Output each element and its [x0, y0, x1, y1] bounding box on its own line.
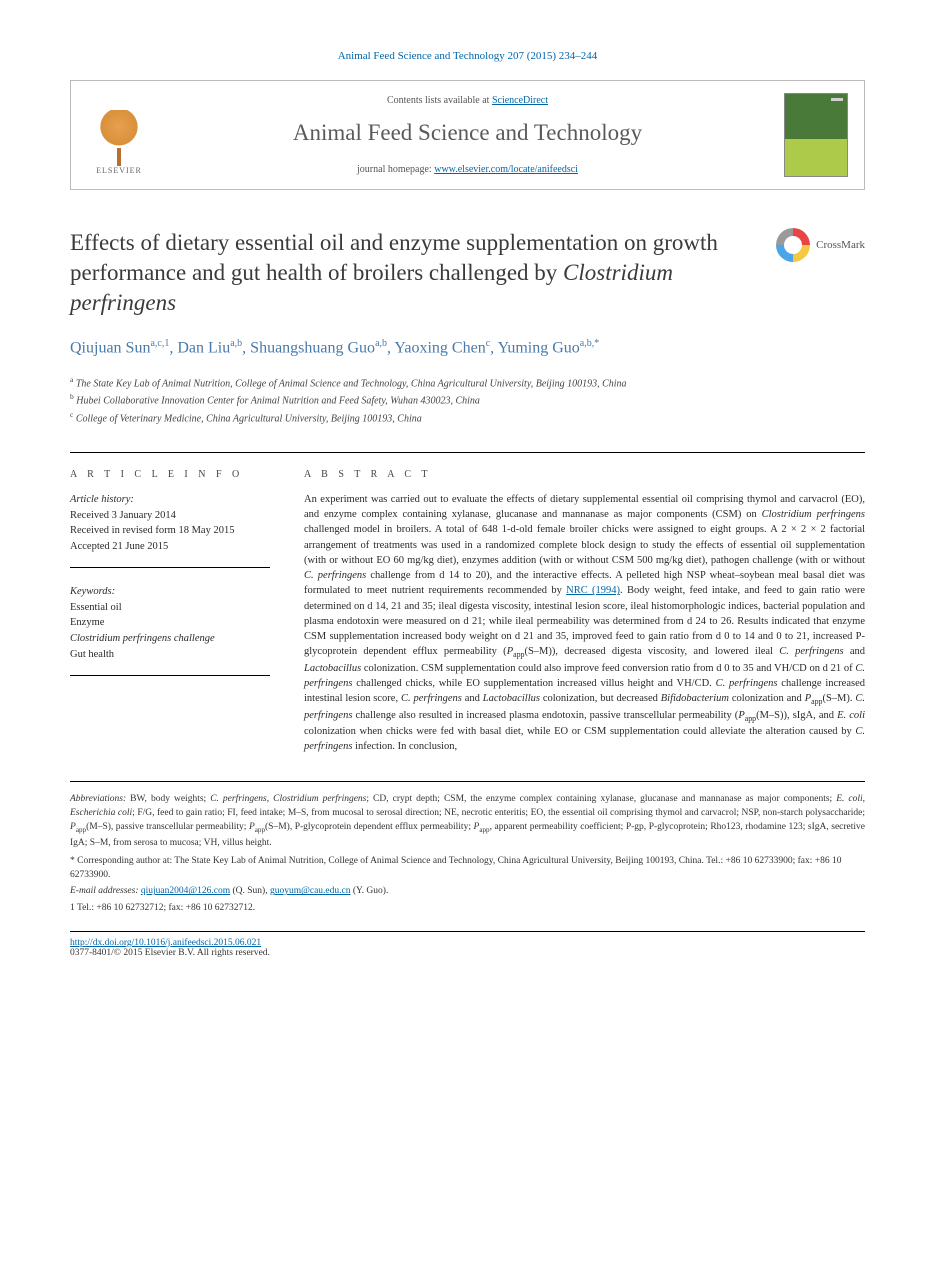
doi-link[interactable]: http://dx.doi.org/10.1016/j.anifeedsci.2… — [70, 938, 261, 948]
kw-0: Essential oil — [70, 600, 270, 616]
article-info-column: A R T I C L E I N F O Article history: R… — [70, 469, 270, 755]
history-label: Article history: — [70, 492, 270, 508]
elsevier-label: ELSEVIER — [96, 166, 142, 175]
elsevier-tree-icon — [95, 110, 143, 166]
email-1-after: (Q. Sun), — [230, 886, 270, 896]
elsevier-logo: ELSEVIER — [87, 95, 151, 175]
header-center: Contents lists available at ScienceDirec… — [151, 95, 784, 175]
title-row: Effects of dietary essential oil and enz… — [70, 228, 865, 318]
email-label: E-mail addresses: — [70, 886, 139, 896]
abbreviations: Abbreviations: BW, body weights; C. perf… — [70, 792, 865, 850]
affiliations: a The State Key Lab of Animal Nutrition,… — [70, 374, 865, 426]
homepage-pre: journal homepage: — [357, 164, 434, 175]
email-2[interactable]: guoyum@cau.edu.cn — [270, 886, 351, 896]
article-info-head: A R T I C L E I N F O — [70, 469, 270, 480]
footer-block: Abbreviations: BW, body weights; C. perf… — [70, 781, 865, 915]
journal-cover-thumb — [784, 93, 848, 177]
history-0: Received 3 January 2014 — [70, 508, 270, 524]
sciencedirect-link[interactable]: ScienceDirect — [492, 95, 548, 106]
footer-rule: http://dx.doi.org/10.1016/j.anifeedsci.2… — [70, 931, 865, 958]
email-line: E-mail addresses: qiujuan2004@126.com (Q… — [70, 884, 865, 898]
journal-header: ELSEVIER Contents lists available at Sci… — [70, 80, 865, 190]
history-2: Accepted 21 June 2015 — [70, 539, 270, 555]
abstract-head: A B S T R A C T — [304, 469, 865, 480]
crossmark-icon — [776, 228, 810, 262]
journal-reference: Animal Feed Science and Technology 207 (… — [70, 50, 865, 62]
affiliation-b: b Hubei Collaborative Innovation Center … — [70, 391, 865, 408]
affiliation-a: a The State Key Lab of Animal Nutrition,… — [70, 374, 865, 391]
email-1[interactable]: qiujuan2004@126.com — [141, 886, 230, 896]
affiliation-c: c College of Veterinary Medicine, China … — [70, 409, 865, 426]
homepage-line: journal homepage: www.elsevier.com/locat… — [169, 164, 766, 175]
article-title: Effects of dietary essential oil and enz… — [70, 228, 756, 318]
contents-available: Contents lists available at ScienceDirec… — [169, 95, 766, 106]
tel-line: 1 Tel.: +86 10 62732712; fax: +86 10 627… — [70, 901, 865, 915]
corresponding-author: * Corresponding author at: The State Key… — [70, 854, 865, 883]
kw-3: Gut health — [70, 647, 270, 663]
kw-1: Enzyme — [70, 615, 270, 631]
email-2-after: (Y. Guo). — [351, 886, 389, 896]
keywords-block: Keywords: Essential oil Enzyme Clostridi… — [70, 584, 270, 676]
history-1: Received in revised form 18 May 2015 — [70, 523, 270, 539]
article-history: Article history: Received 3 January 2014… — [70, 492, 270, 568]
homepage-link[interactable]: www.elsevier.com/locate/anifeedsci — [434, 164, 578, 175]
journal-name: Animal Feed Science and Technology — [169, 120, 766, 146]
abstract-body: An experiment was carried out to evaluat… — [304, 492, 865, 755]
kw-2: Clostridium perfringens challenge — [70, 631, 270, 647]
author-list: Qiujuan Suna,c,1, Dan Liua,b, Shuangshua… — [70, 336, 865, 360]
abstract-column: A B S T R A C T An experiment was carrie… — [304, 469, 865, 755]
info-abstract-row: A R T I C L E I N F O Article history: R… — [70, 452, 865, 755]
keywords-label: Keywords: — [70, 584, 270, 600]
contents-pre: Contents lists available at — [387, 95, 492, 106]
copyright: 0377-8401/© 2015 Elsevier B.V. All right… — [70, 948, 865, 958]
crossmark-widget[interactable]: CrossMark — [776, 228, 865, 262]
crossmark-label: CrossMark — [816, 239, 865, 251]
